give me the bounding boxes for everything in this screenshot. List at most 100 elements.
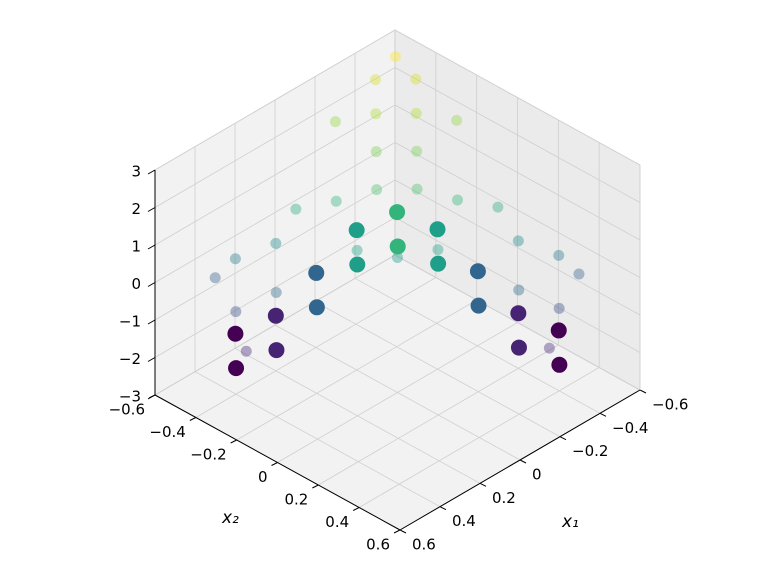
tick-mark [519,459,527,464]
x2-tick-label: −0.2 [190,446,226,464]
point [228,360,245,377]
point [470,297,487,314]
point [432,244,444,256]
grid-line [154,104,396,246]
point [308,299,325,316]
point [370,108,382,120]
grid-line [394,142,641,278]
point [510,305,527,322]
point [510,339,527,356]
point [392,252,403,263]
x2-tick-label: 0.6 [366,536,390,554]
x1-tick-label: 0.4 [452,512,476,530]
point [452,194,463,206]
point [348,222,365,239]
z-tick-label: 0 [131,275,141,293]
point [240,345,252,357]
grid-line [154,254,396,396]
point [410,73,422,85]
grid-line [277,322,518,463]
point [411,145,423,157]
axis-line [154,394,401,531]
point [290,203,302,215]
grid-line [394,29,641,166]
grid-line [154,142,396,283]
point [469,263,486,280]
point [573,268,585,280]
point [513,284,525,296]
tick-mark [352,507,360,511]
point [429,221,446,238]
grid-line [154,29,396,171]
grid-line [318,344,559,486]
tick-mark [639,389,647,394]
grid-line [394,104,641,241]
grid-line [195,277,437,418]
point [553,249,565,261]
grid-line [394,217,641,353]
point [308,264,325,281]
x2-tick-label: −0.6 [109,401,145,419]
z-tick-label: −3 [119,388,141,406]
x2-tick-label: −0.4 [149,423,185,441]
point [227,325,244,342]
point [329,116,341,128]
point [267,307,284,324]
tick-mark [439,506,447,511]
z-tick-label: 2 [131,200,141,218]
tick-mark [147,357,156,362]
axis-line [399,389,641,531]
point [349,256,366,273]
point [369,74,381,86]
tick-mark [399,529,407,534]
point [230,306,242,318]
x2-axis-label: x₂ [221,508,239,528]
x2-tick-label: 0.4 [325,513,349,531]
point [492,201,504,213]
tick-mark [599,412,607,417]
tick-mark [312,484,319,489]
z-tick-label: −1 [119,313,141,331]
grid-line [358,367,600,508]
point [551,356,568,373]
point [553,302,565,314]
point [270,287,282,298]
grid-line [154,179,396,321]
point [370,146,382,158]
x2-tick-label: 0.2 [284,491,308,509]
tick-mark [147,169,156,175]
point [410,107,422,119]
x1-tick-label: 0.2 [492,489,516,507]
x1-tick-label: −0.6 [652,396,688,414]
point [229,253,241,265]
point [389,51,401,63]
grid-line [154,67,396,208]
tick-mark [147,319,156,325]
point [389,204,406,221]
tick-mark [479,482,487,487]
grid-line [154,217,396,358]
x1-tick-label: 0.6 [412,536,436,554]
grid-line [394,67,641,203]
x1-axis-label: x₁ [561,512,579,532]
tick-mark [147,207,156,212]
point [543,342,555,354]
point [430,255,447,272]
tick-mark [189,417,197,421]
z-tick-label: 1 [131,238,141,256]
x2-tick-label: 0 [258,468,268,486]
x1-tick-label: −0.4 [612,419,648,437]
grid-line [394,179,641,316]
tick-mark [147,394,156,400]
z-tick-label: 3 [131,163,141,181]
point [270,237,282,249]
point [351,244,363,256]
z-tick-label: −2 [119,350,141,368]
point [330,195,342,207]
point [209,272,221,284]
point [451,114,463,126]
grid-line [236,299,477,441]
tick-mark [393,529,401,534]
tick-mark [147,282,156,287]
x1-tick-label: −0.2 [572,442,608,460]
